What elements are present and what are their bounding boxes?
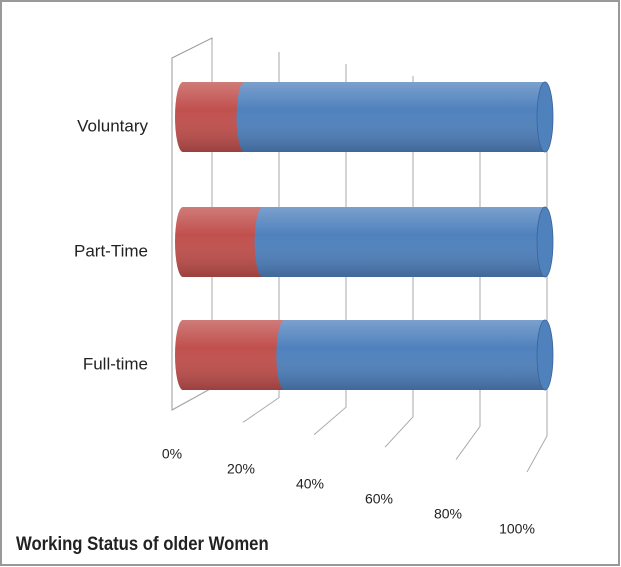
x-tick-label: 20%	[227, 461, 255, 477]
grid-line	[384, 76, 414, 448]
chart-title: Working Status of older Women	[16, 533, 269, 554]
bar-cap	[536, 206, 554, 278]
y-tick-label: Part-Time	[74, 241, 148, 260]
bar-shade	[175, 82, 253, 152]
bar-shade	[254, 207, 553, 277]
grid-line	[313, 64, 347, 436]
grid-line	[455, 88, 481, 460]
x-tick-label: 80%	[434, 506, 462, 522]
x-tick-label: 100%	[499, 521, 535, 537]
bar-cap	[536, 319, 554, 391]
bar-shade	[276, 320, 553, 390]
x-tick-label: 0%	[162, 446, 182, 462]
y-tick-label: Full-time	[83, 354, 148, 373]
plot: 0% 20% 40% 60% 80% 100% Voluntary Part-Time Full…	[74, 37, 554, 537]
bar-cap	[536, 81, 554, 153]
x-tick-label: 60%	[365, 491, 393, 507]
bar-shade	[175, 320, 293, 390]
bar-shade	[175, 207, 271, 277]
x-tick-label: 40%	[296, 476, 324, 492]
bar-shade	[236, 82, 554, 152]
grid-line	[242, 52, 280, 423]
y-tick-label: Voluntary	[77, 116, 148, 135]
